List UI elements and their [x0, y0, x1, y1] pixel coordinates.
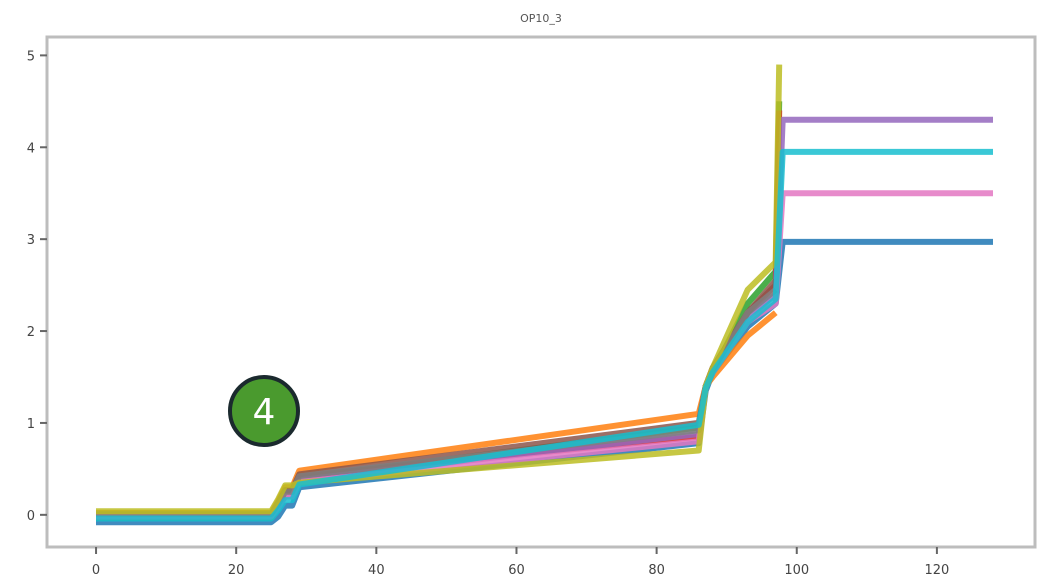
y-tick-label: 0: [27, 509, 35, 524]
y-tick-label: 2: [27, 325, 35, 340]
y-tick-label: 4: [27, 141, 35, 156]
x-tick-label: 80: [648, 563, 665, 578]
step-badge: 4: [228, 375, 300, 447]
series-line-8: [96, 287, 778, 517]
x-tick-label: 100: [784, 563, 809, 578]
series-line-6: [96, 278, 778, 518]
series-layer: [96, 64, 993, 526]
y-tick-label: 1: [27, 417, 35, 432]
y-axis: 0 1 2 3 4 5: [27, 49, 47, 524]
series-line-2: [96, 310, 778, 516]
x-tick-label: 60: [508, 563, 525, 578]
x-tick-label: 120: [924, 563, 949, 578]
step-badge-circle: [228, 375, 300, 447]
x-tick-label: 40: [368, 563, 385, 578]
y-tick-label: 3: [27, 233, 35, 248]
series-line-10: [96, 148, 993, 522]
step-badge-number: 4: [253, 392, 276, 433]
x-tick-label: 0: [92, 563, 100, 578]
y-tick-label: 5: [27, 49, 35, 64]
x-axis: 0 20 40 60 80 100 120: [92, 547, 949, 578]
series-line-9: [96, 64, 783, 515]
x-tick-label: 20: [228, 563, 245, 578]
series-line-1: [96, 238, 993, 526]
plot-frame: [45, 35, 1037, 549]
chart-title: OP10_3: [520, 12, 562, 25]
